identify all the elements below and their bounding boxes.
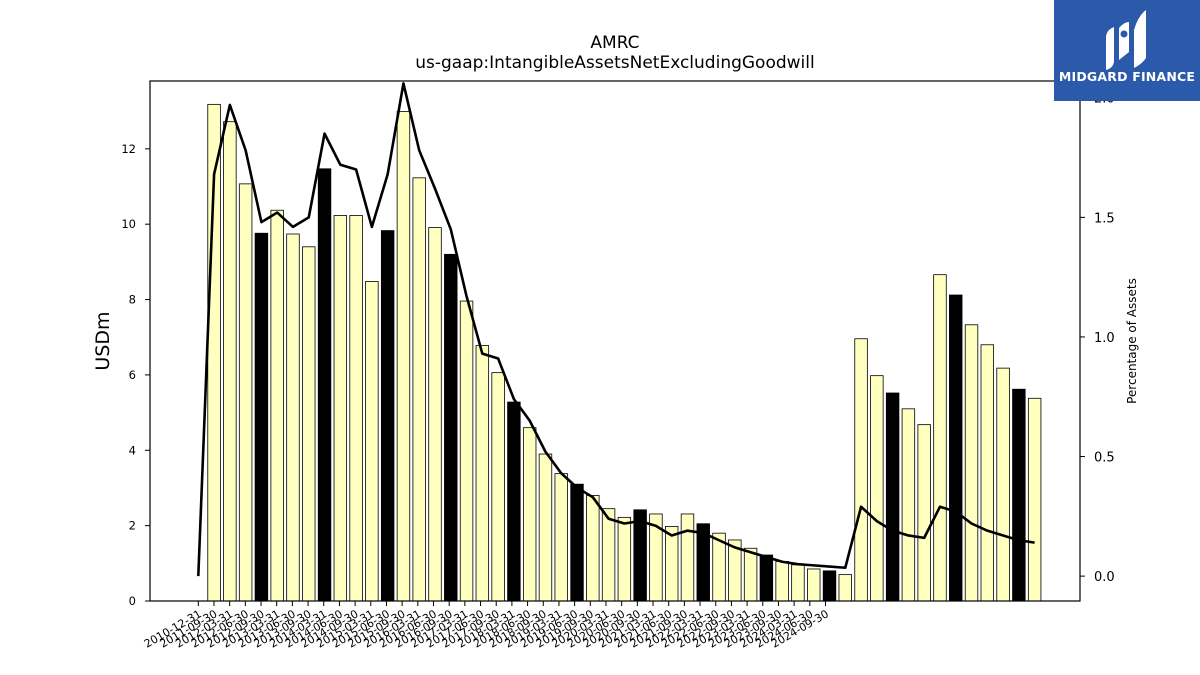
y-axis-label: USDm [92, 311, 114, 370]
bar-2013-09-30 [365, 281, 379, 602]
y2-tick-label: 1.0 [1094, 331, 1115, 346]
bar-2020-06-30 [791, 564, 805, 602]
bar-2023-09-30 [996, 367, 1010, 602]
bar-2017-06-30 [601, 508, 616, 602]
bar-2012-12-31 [317, 168, 332, 602]
bar-2016-06-30 [538, 453, 553, 602]
chart-subtitle: us-gaap:IntangibleAssetsNetExcludingGood… [415, 53, 815, 73]
bar-2024-03-31 [1027, 397, 1042, 602]
bar-2013-06-30 [349, 215, 363, 602]
bar-2021-06-30 [854, 338, 868, 602]
bar-2020-03-31 [775, 561, 789, 602]
bar-2022-03-31 [901, 408, 916, 602]
logo-mark-icon [1106, 10, 1146, 70]
y2-axis-label: Percentage of Assets [1125, 278, 1139, 404]
bar-2018-09-30 [680, 513, 695, 602]
y-tick-label: 10 [121, 217, 136, 231]
bar-2021-12-31 [885, 392, 900, 602]
percentage-line-group [197, 82, 1035, 577]
logo-text: MIDGARD FINANCE [1058, 69, 1196, 84]
y-tick-label: 4 [129, 443, 136, 457]
y2-tick-label: 0.5 [1094, 451, 1115, 466]
y2-tick-label: 0.0 [1094, 570, 1115, 585]
bar-2018-06-30 [665, 525, 679, 602]
bar-2023-03-31 [964, 324, 979, 602]
bar-2015-09-30 [491, 372, 505, 602]
y-tick-label: 12 [121, 142, 136, 156]
y-tick-label: 2 [129, 519, 136, 533]
bar-2021-03-31 [838, 574, 852, 602]
bar-2021-09-30 [870, 375, 884, 602]
bar-2013-03-31 [333, 215, 348, 602]
bar-2019-09-30 [743, 547, 758, 602]
bar-2017-09-30 [617, 516, 632, 602]
bar-2016-09-30 [554, 473, 568, 602]
y-tick-label: 0 [129, 594, 136, 608]
bar-2015-06-30 [475, 345, 490, 602]
bar-2023-06-30 [980, 344, 995, 602]
bar-2012-03-31 [270, 209, 284, 602]
bar-2014-09-30 [428, 227, 442, 602]
y-tick-label: 8 [129, 293, 136, 307]
bar-2016-03-31 [522, 427, 537, 602]
bar-2022-12-31 [949, 294, 963, 602]
bar-2023-12-31 [1012, 388, 1026, 602]
bar-2015-12-31 [507, 401, 521, 602]
bar-2014-03-31 [396, 111, 411, 602]
bars-group [207, 103, 1042, 602]
plot-frame [149, 80, 1081, 602]
bar-2015-03-31 [459, 300, 474, 602]
y-tick-label: 6 [129, 368, 136, 382]
percentage-of-assets-line [197, 82, 1035, 577]
bar-2022-06-30 [917, 424, 931, 602]
axes-group: 0246810120.00.51.01.52.02010-12-312011-0… [92, 80, 1139, 651]
bar-2012-06-30 [286, 233, 300, 602]
bar-2011-06-30 [223, 121, 237, 602]
bar-2013-12-31 [380, 230, 395, 602]
bar-2014-12-31 [444, 253, 458, 602]
bar-2014-06-30 [412, 177, 426, 602]
bar-2017-03-31 [586, 495, 600, 602]
bar-2012-09-30 [302, 246, 316, 602]
bar-2022-09-30 [933, 274, 947, 602]
bar-2016-12-31 [570, 483, 584, 602]
bar-2020-12-31 [822, 570, 837, 602]
bar-2020-09-30 [807, 568, 821, 602]
bar-2011-09-30 [238, 183, 253, 602]
midgard-finance-logo: MIDGARD FINANCE [1054, 0, 1200, 101]
y2-tick-label: 1.5 [1094, 211, 1115, 226]
chart-title: AMRC [590, 33, 640, 53]
bar-2011-12-31 [254, 232, 269, 602]
bar-2019-12-31 [759, 554, 774, 602]
